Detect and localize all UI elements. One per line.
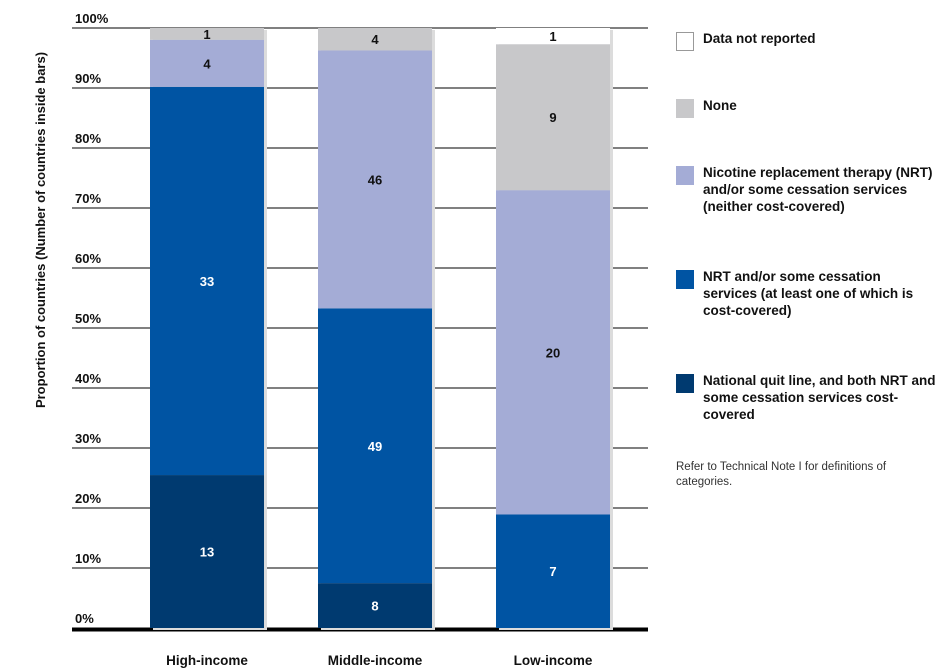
x-category-labels: High-income Middle-income Low-income bbox=[166, 653, 593, 668]
legend-label-quit-line: National quit line, and both NRT and som… bbox=[703, 373, 936, 422]
legend-label-none: None bbox=[703, 98, 737, 113]
legend-swatch-quit-line bbox=[676, 374, 694, 393]
stacked-bar-chart: Proportion of countries (Number of count… bbox=[33, 11, 648, 668]
segment-count-label: 49 bbox=[368, 439, 382, 454]
legend-swatch-nrt-not-covered bbox=[676, 166, 694, 185]
segment-count-label: 1 bbox=[549, 29, 556, 44]
bar-segment bbox=[150, 28, 264, 40]
segment-count-label: 7 bbox=[549, 564, 556, 579]
y-axis-label: Proportion of countries (Number of count… bbox=[33, 52, 48, 408]
bar-segment bbox=[318, 583, 432, 628]
y-tick-label: 30% bbox=[75, 431, 101, 446]
bar-segment bbox=[150, 86, 264, 476]
bars bbox=[150, 28, 613, 630]
y-tick-label: 10% bbox=[75, 551, 101, 566]
legend-label-nrt-not-covered: Nicotine replacement therapy (NRT) and/o… bbox=[703, 165, 933, 214]
legend-swatch-none bbox=[676, 99, 694, 118]
technical-note: Refer to Technical Note I for definition… bbox=[676, 461, 887, 488]
legend-label-not-reported: Data not reported bbox=[703, 31, 816, 46]
segment-count-label: 20 bbox=[546, 345, 560, 360]
bar-segment bbox=[496, 190, 610, 515]
bar-segment bbox=[496, 44, 610, 191]
y-tick-label: 40% bbox=[75, 371, 101, 386]
segment-count-label: 1 bbox=[203, 27, 210, 42]
legend-label-nrt-covered: NRT and/or some cessation services (at l… bbox=[703, 269, 914, 318]
segment-count-label: 33 bbox=[200, 274, 214, 289]
segment-count-label: 9 bbox=[549, 110, 556, 125]
y-tick-label: 80% bbox=[75, 131, 101, 146]
segment-count-label: 4 bbox=[203, 56, 211, 71]
bar-segment bbox=[496, 28, 610, 45]
y-tick-label: 90% bbox=[75, 71, 101, 86]
y-tick-label: 50% bbox=[75, 311, 101, 326]
segment-count-label: 46 bbox=[368, 172, 382, 187]
legend-swatch-nrt-covered bbox=[676, 270, 694, 289]
x-category-label: High-income bbox=[166, 653, 248, 668]
bar-segment bbox=[150, 39, 264, 87]
bar-segment bbox=[150, 475, 264, 628]
y-tick-label: 100% bbox=[75, 11, 109, 26]
bar-segment bbox=[318, 50, 432, 309]
x-category-label: Low-income bbox=[514, 653, 593, 668]
segment-count-label: 4 bbox=[371, 32, 379, 47]
bar-segment bbox=[496, 514, 610, 628]
segment-count-label: 13 bbox=[200, 545, 214, 560]
segment-labels: 13 33 4 1 8 49 46 4 7 20 9 1 bbox=[200, 27, 560, 614]
y-tick-label: 60% bbox=[75, 251, 101, 266]
x-category-label: Middle-income bbox=[328, 653, 423, 668]
y-tick-labels: 0% 10% 20% 30% 40% 50% 60% 70% 80% 90% 100% bbox=[75, 11, 109, 626]
legend-swatch-not-reported bbox=[676, 32, 694, 51]
segment-count-label: 8 bbox=[371, 599, 378, 614]
y-tick-label: 0% bbox=[75, 611, 94, 626]
y-tick-label: 20% bbox=[75, 491, 101, 506]
y-tick-label: 70% bbox=[75, 191, 101, 206]
bar-segment bbox=[318, 308, 432, 584]
bar-segment bbox=[318, 28, 432, 51]
